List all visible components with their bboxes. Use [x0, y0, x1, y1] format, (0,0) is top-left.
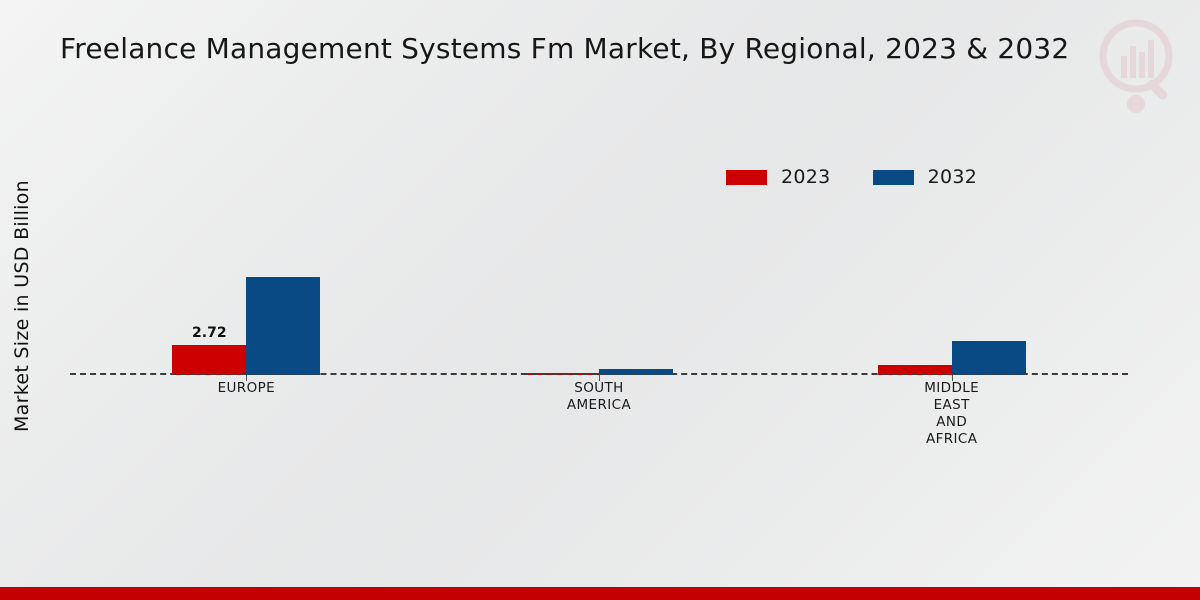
- chart-legend: 2023 2032: [726, 166, 977, 188]
- footer-accent-bar: [0, 587, 1200, 600]
- bar-2023-2: [877, 364, 952, 375]
- legend-swatch-2032: [872, 169, 914, 185]
- x-axis-tick: [599, 375, 600, 381]
- legend-item-2023[interactable]: 2023: [726, 166, 831, 188]
- legend-label-2023: 2023: [781, 166, 831, 188]
- chart-title: Freelance Management Systems Fm Market, …: [60, 32, 1070, 65]
- legend-item-2032[interactable]: 2032: [872, 166, 978, 188]
- y-axis-title: Market Size in USD Billion: [11, 180, 33, 433]
- x-axis-label-0: EUROPE: [217, 380, 276, 396]
- x-axis-label-2: MIDDLE EAST AND AFRICA: [924, 380, 980, 447]
- x-axis-tick: [246, 375, 248, 381]
- axis-baseline: [70, 373, 1128, 375]
- x-axis-tick: [951, 375, 953, 381]
- x-axis-label-1: SOUTH AMERICA: [566, 380, 632, 413]
- plot-area: 2.72: [70, 140, 1128, 381]
- legend-label-2032: 2032: [927, 166, 978, 188]
- bar-2023-0: [172, 345, 247, 375]
- bar-2032-0: [246, 277, 321, 375]
- bar-value-label: 2.72: [192, 325, 227, 342]
- legend-swatch-2023: [726, 169, 767, 185]
- bar-2032-1: [599, 368, 673, 375]
- bar-2032-2: [951, 340, 1026, 375]
